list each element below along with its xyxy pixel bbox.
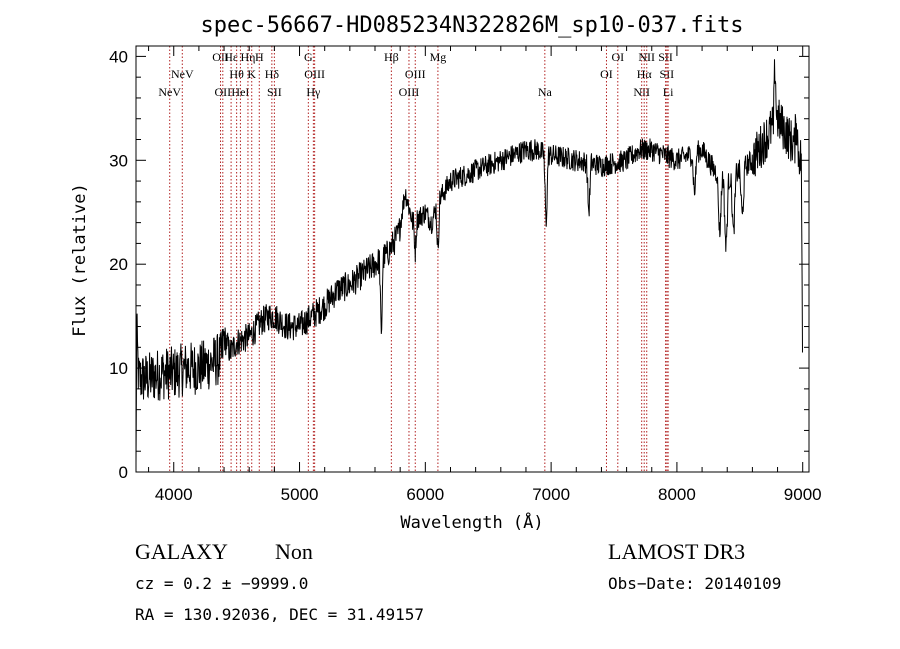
spectral-line-label: Li: [663, 85, 674, 99]
x-axis-label: Wavelength (Å): [400, 511, 543, 533]
y-tick-label: 20: [109, 255, 128, 274]
spectral-line-label: SII: [267, 85, 282, 99]
spectral-line-label: OII: [214, 85, 231, 99]
x-tick-label: 4000: [155, 485, 193, 504]
spectral-line-label: NeV: [171, 67, 194, 81]
spectral-line-label: Hδ: [265, 67, 280, 81]
object-subclass: Non: [275, 539, 313, 564]
spectral-line-label: NeV: [158, 85, 181, 99]
y-axis-label: Flux (relative): [70, 183, 90, 337]
spectral-line-label: OI: [600, 67, 613, 81]
y-tick-label: 0: [119, 463, 128, 482]
redshift-cz: cz = 0.2 ± −9999.0: [135, 574, 308, 593]
survey-name: LAMOST DR3: [608, 539, 745, 564]
spectral-line-label: OIII: [399, 85, 420, 99]
x-tick-label: 7000: [532, 485, 570, 504]
spectral-line-label: OI: [611, 50, 624, 64]
spectral-line-label: OIII: [304, 67, 325, 81]
y-tick-label: 30: [109, 151, 128, 170]
spectral-line-label: H: [255, 50, 264, 64]
object-class: GALAXY: [135, 539, 228, 564]
spectrum-trace: [135, 59, 803, 464]
spectral-line-label: NII: [633, 85, 650, 99]
x-tick-label: 9000: [784, 485, 822, 504]
spectral-line-label: Hα: [637, 67, 653, 81]
spectral-line-label: Hη: [240, 50, 255, 64]
spectral-line-label: Hθ: [229, 67, 244, 81]
spectral-line-label: K: [247, 67, 256, 81]
x-tick-label: 8000: [658, 485, 696, 504]
y-tick-label: 40: [109, 47, 128, 66]
spectral-line-label: OIII: [405, 67, 426, 81]
spectral-line-label: Hβ: [384, 50, 399, 64]
spectral-line-markers: NeVNeVOIIOIIHεHθHeIHηKHHδSIIGOIIIHγHβOII…: [158, 46, 674, 472]
chart-title: spec-56667-HD085234N322826M_sp10-037.fit…: [200, 13, 743, 38]
spectral-line-label: Hγ: [306, 85, 321, 99]
axis-ticks: 4000 5000 6000 7000 8000 9000 0 10 20 30 40: [109, 46, 822, 504]
obs-date: Obs−Date: 20140109: [608, 574, 781, 593]
y-tick-label: 10: [109, 359, 128, 378]
spectral-line-label: SII: [660, 67, 675, 81]
spectral-line-label: Hε: [224, 50, 238, 64]
x-tick-label: 6000: [406, 485, 444, 504]
x-tick-label: 5000: [281, 485, 319, 504]
plot-frame: [135, 45, 810, 473]
spectral-line-label: G: [304, 50, 313, 64]
spectral-line-label: OII: [212, 50, 229, 64]
spectral-line-label: NII: [638, 50, 655, 64]
ra-dec: RA = 130.92036, DEC = 31.49157: [135, 605, 424, 624]
spectral-line-label: SII: [658, 50, 673, 64]
spectral-line-label: HeI: [231, 85, 249, 99]
spectral-line-label: Na: [538, 85, 553, 99]
spectral-line-label: Mg: [430, 50, 447, 64]
